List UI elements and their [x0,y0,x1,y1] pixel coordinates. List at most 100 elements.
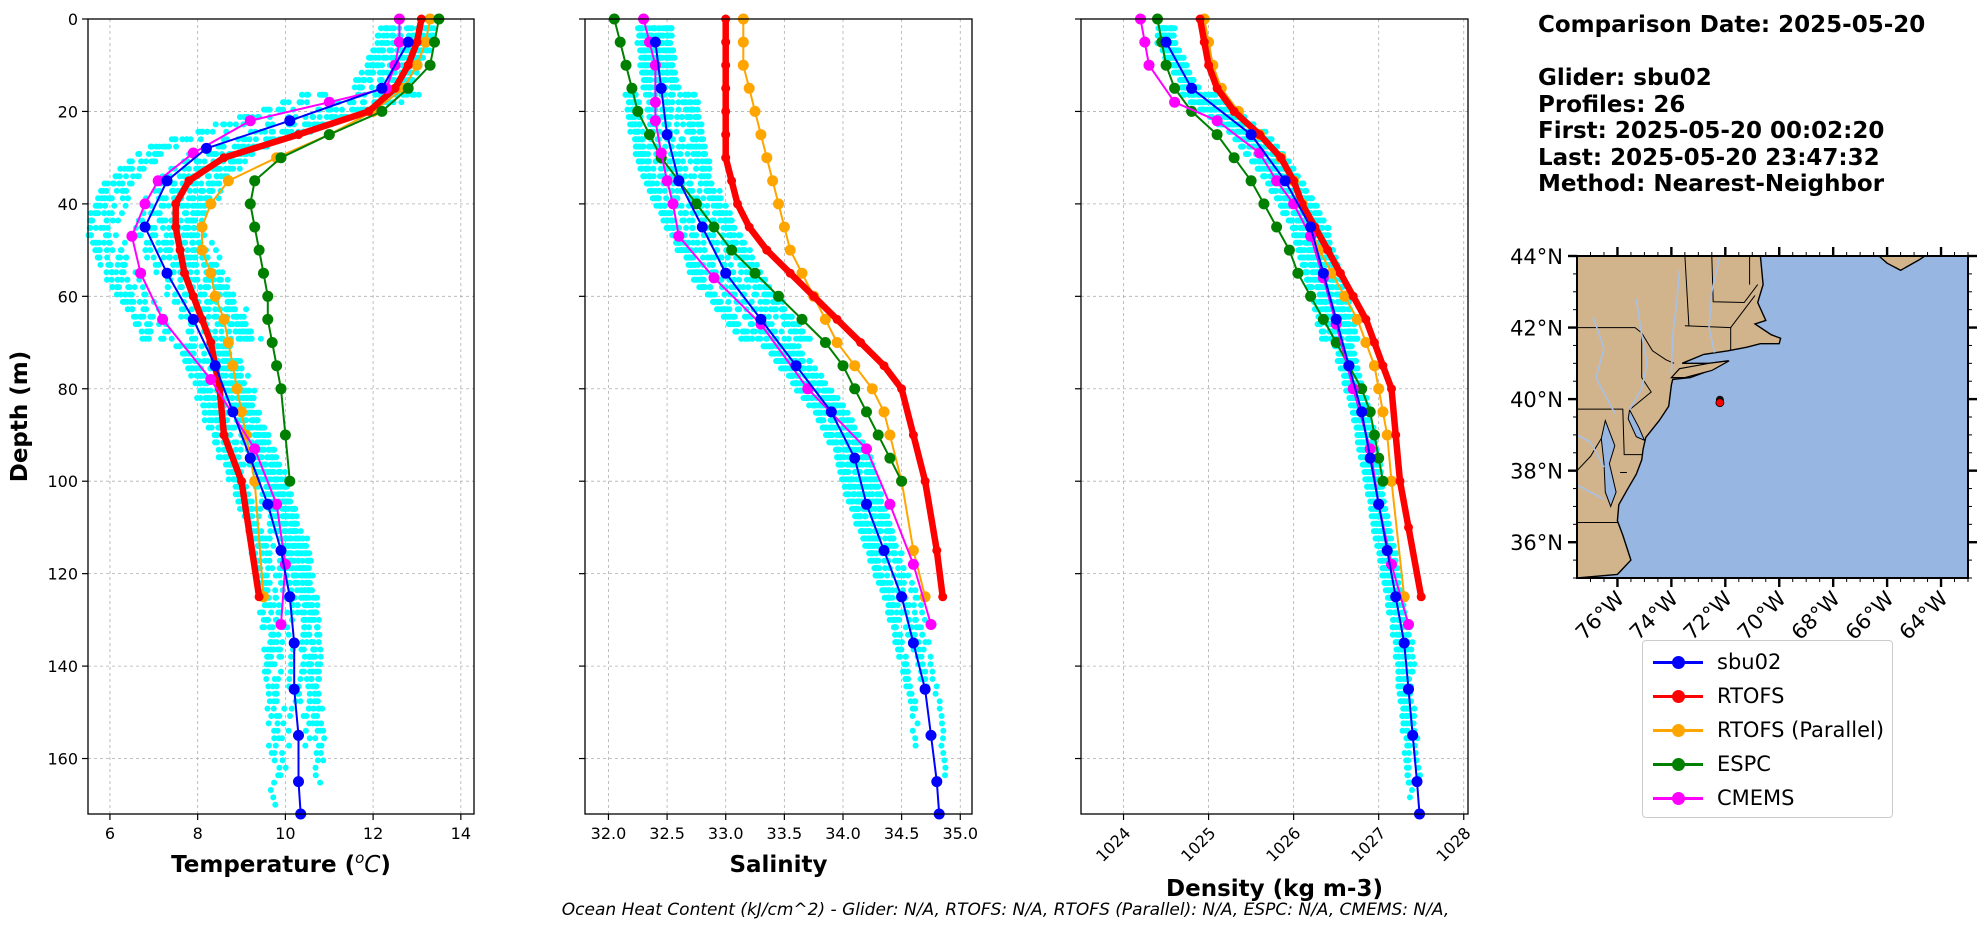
glider-raw-point [678,247,685,254]
glider-raw-point [918,624,924,631]
series-point-sbu02 [896,591,908,603]
glider-raw-point [696,187,703,194]
glider-raw-point [269,461,276,468]
glider-raw-point [927,653,934,660]
glider-raw-point [281,705,288,712]
glider-raw-point [315,639,322,646]
glider-raw-point [909,579,915,586]
glider-raw-point [124,276,131,283]
glider-raw-point [661,187,668,194]
glider-raw-point [667,114,674,120]
glider-raw-point [103,269,110,276]
glider-raw-point [629,121,636,128]
glider-raw-point [902,676,909,682]
glider-raw-point [184,247,191,254]
glider-raw-point [263,454,270,461]
glider-raw-point [679,217,686,224]
glider-raw-point [214,343,221,350]
temperature-axes-frame [87,18,475,815]
glider-raw-point [668,47,675,54]
glider-raw-point [883,528,890,535]
glider-raw-point [839,409,846,416]
glider-raw-point [371,47,378,54]
glider-raw-point [276,469,283,475]
glider-raw-point [231,424,238,431]
glider-raw-point [700,165,707,172]
glider-raw-point [728,284,735,291]
glider-raw-point [225,476,232,483]
glider-raw-point [107,239,113,246]
glider-raw-point [320,757,327,764]
glider-raw-point [415,91,422,98]
glider-raw-point [655,187,662,194]
glider-raw-point [243,395,250,401]
glider-raw-point [108,210,115,217]
glider-raw-point [640,173,647,180]
glider-raw-point [197,284,204,291]
glider-raw-point [851,505,858,512]
glider-raw-point [280,720,287,727]
glider-raw-point [682,165,689,172]
glider-raw-point [765,321,772,328]
glider-raw-point [808,372,815,379]
glider-raw-point [697,247,703,254]
glider-raw-point [781,335,788,342]
glider-raw-point [263,136,270,143]
glider-raw-point [666,32,673,39]
series-point-sbu02 [931,776,943,788]
glider-raw-point [688,99,694,106]
glider-raw-point [841,483,848,490]
series-point-espc [279,429,291,441]
glider-raw-point [659,54,666,61]
glider-raw-point [880,505,887,512]
glider-raw-point [246,424,253,431]
glider-raw-point [300,661,307,668]
glider-raw-point [272,587,279,594]
glider-raw-point [170,261,177,268]
glider-raw-point [314,624,321,631]
series-point-rtofs [294,130,303,140]
glider-raw-point [233,439,240,446]
glider-raw-point [746,247,753,254]
glider-raw-point [207,387,214,394]
glider-raw-point [303,713,310,719]
y-tick-label: 40 [58,195,78,214]
series-point-rtofs-parallel [236,406,247,418]
glider-raw-point [684,143,691,150]
glider-raw-point [166,224,172,231]
glider-raw-point [148,143,155,150]
glider-raw-point [266,579,273,586]
glider-raw-point [781,321,788,328]
glider-raw-point [303,99,310,106]
glider-raw-point [282,505,289,512]
glider-raw-point [271,779,278,786]
glider-raw-point [286,742,292,749]
glider-raw-point [670,224,677,231]
glider-raw-point [257,335,264,342]
glider-raw-point [118,276,125,283]
glider-raw-point [235,454,242,461]
glider-raw-point [266,557,273,564]
glider-raw-point [228,306,235,313]
glider-raw-point [741,313,748,320]
glider-raw-point [741,328,748,335]
glider-raw-point [126,180,133,187]
series-point-rtofs-parallel [737,36,749,48]
glider-raw-point [638,158,645,165]
glider-raw-point [889,535,896,542]
glider-raw-point [919,661,926,668]
glider-raw-point [193,158,200,165]
x-tick-label: 35.0 [942,824,978,843]
glider-raw-point [150,254,157,261]
glider-raw-point [365,69,372,76]
glider-raw-point [155,261,162,268]
glider-raw-point [136,165,143,172]
glider-raw-point [426,47,433,54]
x-tick-label: 12 [363,824,383,843]
glider-raw-point [245,387,252,394]
glider-raw-point [302,550,309,557]
glider-raw-point [213,432,219,438]
glider-raw-point [168,335,175,342]
glider-raw-point [217,276,224,283]
glider-raw-point [119,195,126,202]
